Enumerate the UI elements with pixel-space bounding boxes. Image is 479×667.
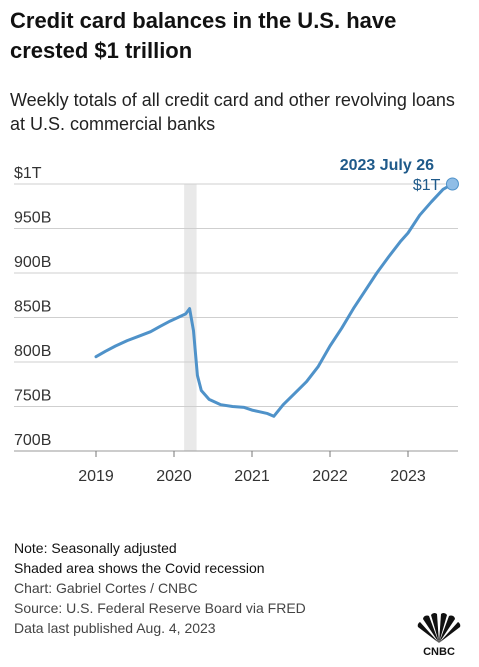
logo-text: CNBC bbox=[423, 646, 455, 657]
x-tick-label: 2022 bbox=[312, 468, 348, 485]
annotation-value: $1T bbox=[413, 177, 441, 194]
gridlines bbox=[14, 183, 458, 452]
note-shaded: Shaded area shows the Covid recession bbox=[14, 560, 265, 576]
data-published: Data last published Aug. 4, 2023 bbox=[14, 620, 216, 636]
x-tick-label: 2019 bbox=[78, 468, 114, 485]
y-tick-label: 850B bbox=[14, 299, 51, 316]
y-tick-label: 800B bbox=[14, 343, 51, 360]
chart-source: Source: U.S. Federal Reserve Board via F… bbox=[14, 600, 306, 616]
y-tick-label: 900B bbox=[14, 254, 51, 271]
x-axis-ticks: 2019 2020 2021 2022 2023 bbox=[78, 451, 426, 485]
footnotes: Note: Seasonally adjusted Shaded area sh… bbox=[14, 538, 414, 638]
x-tick-label: 2020 bbox=[156, 468, 192, 485]
note-seasonal: Note: Seasonally adjusted bbox=[14, 540, 177, 556]
series-line bbox=[94, 182, 454, 418]
chart-subtitle: Weekly totals of all credit card and oth… bbox=[10, 90, 455, 134]
x-tick-label: 2023 bbox=[390, 468, 426, 485]
peacock-icon: CNBC bbox=[417, 613, 461, 657]
y-tick-label: 950B bbox=[14, 210, 51, 227]
y-axis-ticks: $1T 950B 900B 850B 800B 750B 700B bbox=[14, 165, 51, 449]
y-tick-label: 700B bbox=[14, 432, 51, 449]
chart-title: Credit card balances in the U.S. have cr… bbox=[10, 8, 397, 63]
y-tick-label: $1T bbox=[14, 165, 42, 182]
line-chart: $1T 950B 900B 850B 800B 750B 700B 2019 2020 2021… bbox=[14, 157, 459, 485]
annotation-layer: 2023 July 26 $1T bbox=[340, 157, 459, 194]
endpoint-marker bbox=[445, 177, 459, 191]
y-tick-label: 750B bbox=[14, 388, 51, 405]
x-tick-label: 2021 bbox=[234, 468, 270, 485]
chart-credit: Chart: Gabriel Cortes / CNBC bbox=[14, 580, 198, 596]
annotation-date: 2023 July 26 bbox=[340, 157, 434, 174]
series-line-layer bbox=[94, 182, 454, 418]
